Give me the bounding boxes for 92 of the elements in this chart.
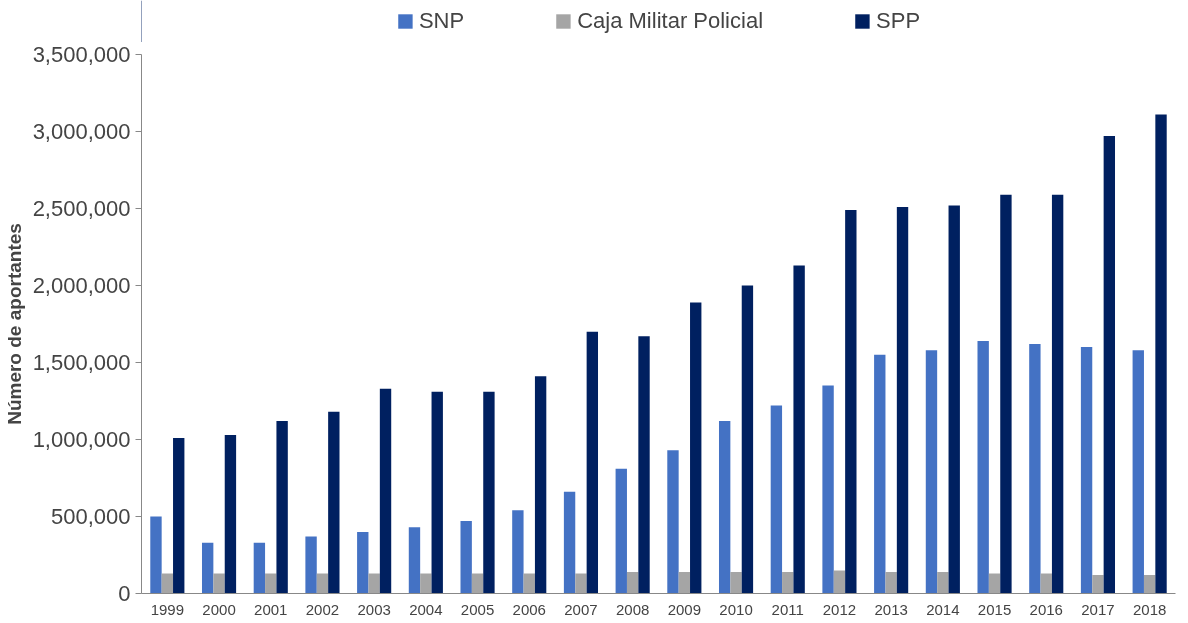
bar xyxy=(626,571,639,594)
bar xyxy=(1155,114,1167,594)
x-tick-label: 2014 xyxy=(926,600,960,618)
bar xyxy=(586,331,599,594)
bar xyxy=(1040,573,1052,594)
bar xyxy=(1000,194,1012,594)
bar xyxy=(563,491,576,594)
x-tick-label: 2006 xyxy=(512,600,546,618)
legend-label: SNP xyxy=(418,8,465,34)
x-tick-label: 2007 xyxy=(564,600,598,618)
x-tick-label: 2015 xyxy=(977,600,1012,618)
bar xyxy=(1051,194,1064,594)
bar xyxy=(305,536,317,594)
x-tick-label: 2018 xyxy=(1132,600,1167,618)
bar xyxy=(253,542,266,594)
y-tick-label: 500,000 xyxy=(50,504,131,529)
y-tick-label: 0 xyxy=(118,581,131,606)
x-tick-label: 2000 xyxy=(202,600,236,618)
bar xyxy=(874,354,886,594)
y-tick-label: 2,500,000 xyxy=(32,196,131,221)
y-tick-label: 2,000,000 xyxy=(32,273,131,298)
bar xyxy=(161,573,174,594)
bar xyxy=(1143,575,1156,594)
legend-label: SPP xyxy=(876,8,921,34)
bar xyxy=(678,571,691,594)
bar xyxy=(431,391,443,594)
x-tick-label: 1999 xyxy=(150,600,185,618)
x-tick-label: 2004 xyxy=(409,600,443,618)
bar xyxy=(1080,347,1093,594)
bar xyxy=(638,336,650,594)
bar xyxy=(483,391,495,594)
x-tick-label: 2010 xyxy=(719,600,753,618)
bar xyxy=(730,571,742,594)
bar xyxy=(460,521,472,594)
y-tick-label: 1,500,000 xyxy=(32,350,131,375)
bar xyxy=(937,571,949,594)
bar xyxy=(690,302,702,594)
bar xyxy=(316,573,329,594)
bar xyxy=(512,510,524,594)
bar xyxy=(667,450,679,594)
bar xyxy=(615,468,627,594)
bar xyxy=(201,542,214,594)
x-tick-label: 2012 xyxy=(822,600,857,618)
x-tick-label: 2003 xyxy=(357,600,391,618)
y-tick-label: 1,000,000 xyxy=(32,427,131,452)
legend-label: Caja Militar Policial xyxy=(577,8,764,34)
x-tick-label: 2008 xyxy=(615,600,650,618)
bar xyxy=(770,405,783,594)
bar xyxy=(420,573,432,594)
bar xyxy=(925,350,938,594)
x-tick-label: 2005 xyxy=(460,600,495,618)
x-tick-label: 2011 xyxy=(771,600,804,618)
bar xyxy=(948,205,960,594)
bar xyxy=(471,573,484,594)
bar xyxy=(523,573,535,594)
bar xyxy=(213,573,225,594)
bar xyxy=(845,210,857,594)
bar xyxy=(718,421,731,594)
bar xyxy=(1103,136,1116,594)
bar xyxy=(534,376,547,594)
bar xyxy=(276,421,288,594)
bar xyxy=(328,411,340,594)
bar xyxy=(885,571,897,594)
bar xyxy=(150,516,162,594)
x-tick-label: 2017 xyxy=(1081,600,1115,618)
x-tick-label: 2001 xyxy=(254,600,288,618)
x-tick-label: 2016 xyxy=(1029,600,1063,618)
bar xyxy=(833,570,846,594)
bar xyxy=(368,573,380,594)
x-tick-label: 2002 xyxy=(305,600,340,618)
x-tick-label: 2013 xyxy=(874,600,908,618)
bar xyxy=(575,573,587,594)
bar xyxy=(988,573,1001,594)
bar xyxy=(408,527,421,594)
bar xyxy=(793,265,805,594)
bar xyxy=(379,388,392,594)
bar xyxy=(224,434,237,594)
bar xyxy=(265,573,277,594)
x-tick-label: 2009 xyxy=(667,600,702,618)
y-tick-label: 3,500,000 xyxy=(32,42,131,67)
bar xyxy=(822,385,834,594)
y-axis-title: Número de aportantes xyxy=(3,223,25,425)
bar xyxy=(741,285,754,594)
y-tick-label: 3,000,000 xyxy=(32,119,131,144)
bar xyxy=(1092,575,1104,594)
bar xyxy=(782,571,794,594)
bar xyxy=(1029,344,1041,594)
bar xyxy=(173,437,185,594)
bar xyxy=(357,531,369,594)
bar xyxy=(977,340,989,594)
bar xyxy=(1132,350,1144,594)
bar xyxy=(896,206,909,594)
